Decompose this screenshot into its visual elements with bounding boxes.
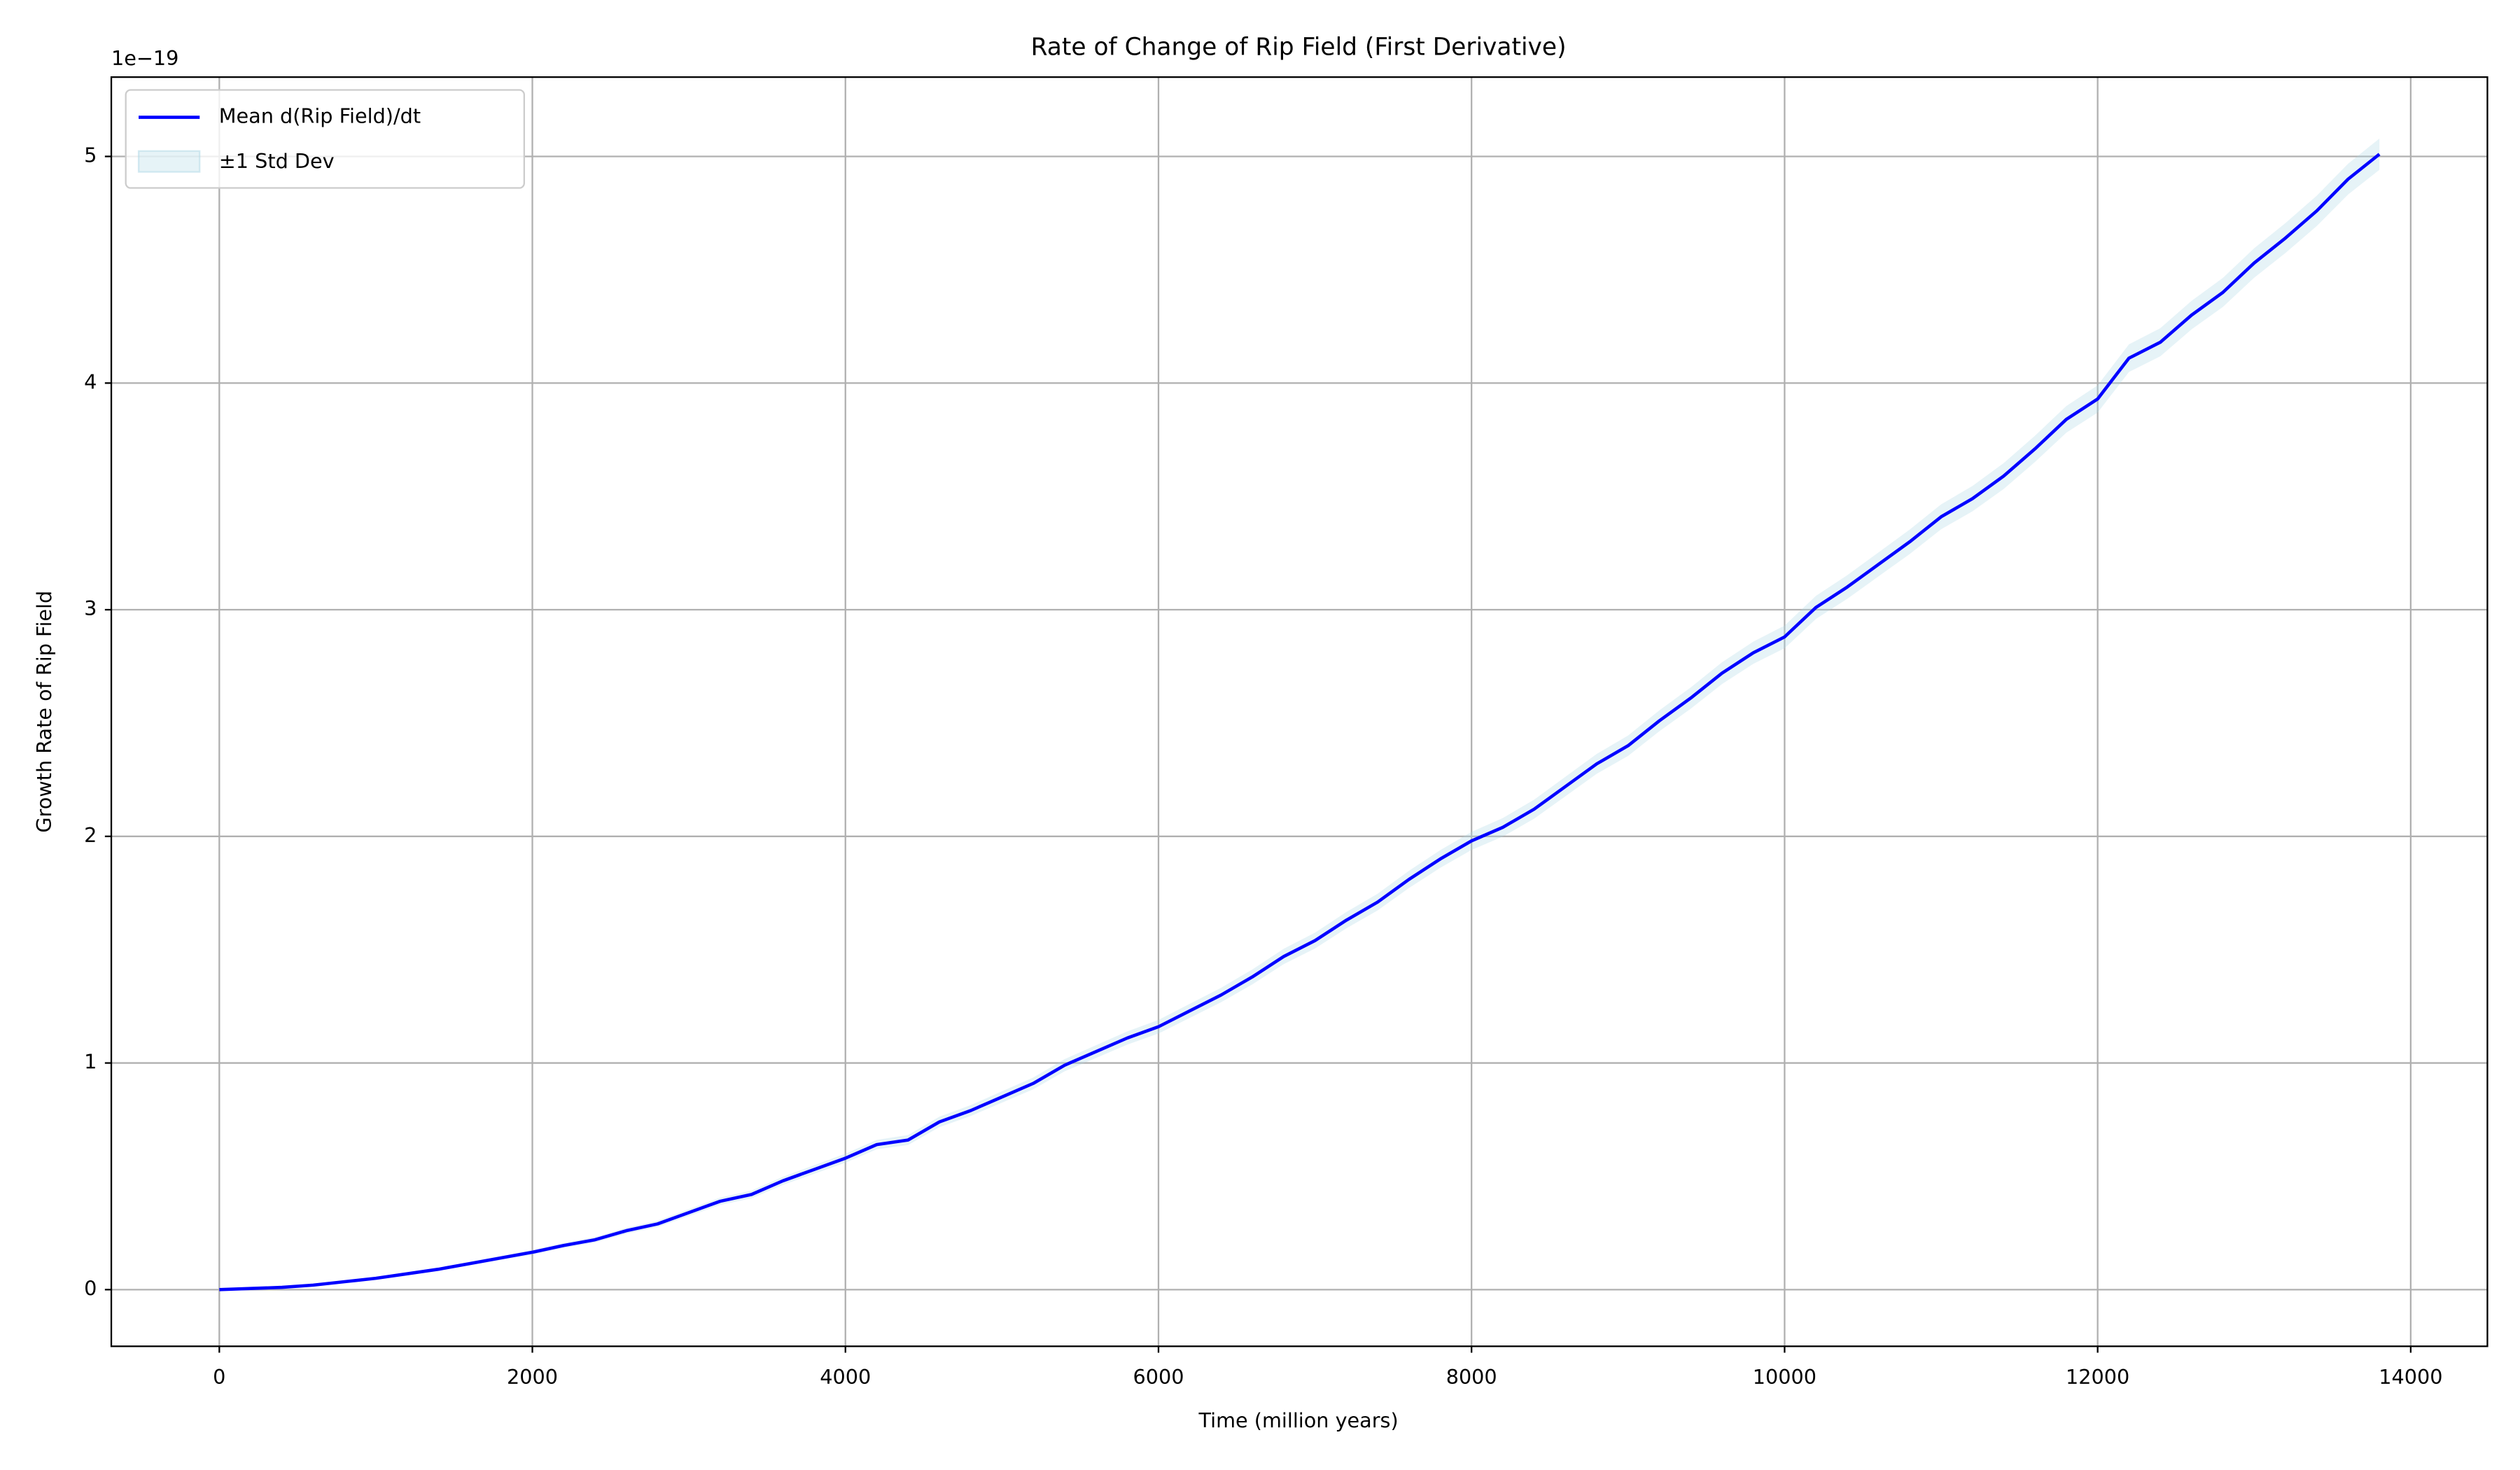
plot-data <box>219 138 2381 1292</box>
x-tick-label: 2000 <box>507 1365 558 1389</box>
y-tick-label: 1 <box>84 1050 97 1074</box>
legend-label: Mean d(Rip Field)/dt <box>219 104 421 128</box>
y-axis-label: Growth Rate of Rip Field <box>32 591 56 833</box>
x-tick-label: 0 <box>213 1365 225 1389</box>
legend-label: ±1 Std Dev <box>219 149 335 173</box>
x-tick-label: 8000 <box>1446 1365 1497 1389</box>
x-tick-label: 12000 <box>2066 1365 2129 1389</box>
x-tick-label: 14000 <box>2379 1365 2442 1389</box>
chart-title: Rate of Change of Rip Field (First Deriv… <box>1031 33 1567 61</box>
mean-line <box>219 153 2381 1292</box>
x-tick-label: 10000 <box>1753 1365 1816 1389</box>
y-tick-label: 0 <box>84 1276 97 1300</box>
legend-box <box>125 89 525 189</box>
y-offset-label: 1e−19 <box>111 46 178 70</box>
y-tick-label: 5 <box>84 143 97 167</box>
x-tick-label: 6000 <box>1133 1365 1184 1389</box>
y-tick-label: 3 <box>84 596 97 620</box>
y-tick-label: 4 <box>84 370 97 393</box>
legend: Mean d(Rip Field)/dt ±1 Std Dev <box>125 89 525 189</box>
x-tick-label: 4000 <box>820 1365 871 1389</box>
x-axis-label: Time (million years) <box>1198 1408 1398 1432</box>
legend-swatch <box>137 150 201 173</box>
plot-frame <box>110 76 2488 1348</box>
y-tick-label: 2 <box>84 823 97 847</box>
grid <box>111 77 2488 1347</box>
axes: 0 2000 4000 6000 8000 10000 12000 14000 0 1 2 3 4 5 <box>84 143 2442 1389</box>
